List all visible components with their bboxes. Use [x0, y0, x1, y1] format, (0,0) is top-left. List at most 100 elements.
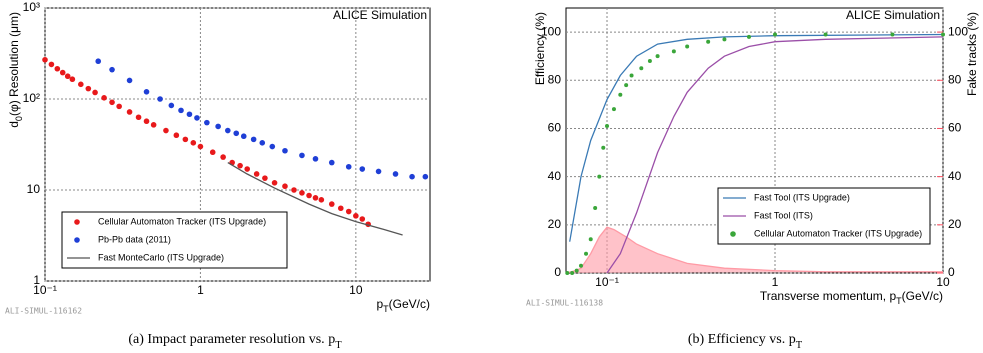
legend-marker: [74, 237, 80, 243]
data-point: [163, 127, 169, 134]
x-tick-label: 1: [197, 283, 204, 297]
x-axis-label: pT(GeV/c): [376, 297, 430, 314]
data-point: [244, 166, 251, 172]
data-point: [109, 66, 115, 73]
data-point: [69, 76, 76, 83]
legend-marker: [730, 231, 736, 237]
legend-label: Fast Tool (ITS): [754, 210, 813, 220]
data-point: [64, 73, 71, 80]
data-point: [618, 92, 623, 97]
data-point: [240, 133, 247, 140]
data-point: [173, 132, 180, 139]
data-point: [639, 66, 644, 71]
data-point: [168, 102, 175, 109]
data-point: [197, 143, 204, 150]
legend-label: Cellular Automaton Tracker (ITS Upgrade): [98, 216, 266, 226]
data-point: [237, 162, 243, 169]
data-point: [126, 109, 133, 115]
data-point: [282, 183, 288, 190]
data-point: [291, 187, 297, 193]
y-tick-label: 1: [33, 273, 40, 287]
data-point: [109, 99, 115, 106]
data-point: [574, 268, 579, 273]
legend-box: [717, 187, 931, 245]
y2-tick-label: 0: [948, 265, 955, 279]
data-point: [312, 195, 319, 201]
y-tick-label: 0: [554, 265, 561, 279]
data-point: [345, 208, 352, 215]
data-point: [318, 197, 325, 203]
data-point: [220, 154, 226, 160]
data-point: [359, 166, 366, 172]
data-point: [565, 271, 570, 275]
data-point: [392, 171, 399, 177]
data-point: [269, 143, 276, 150]
y-axis-label: Efficiency (%): [533, 12, 547, 85]
x-axis-label-part: T: [896, 296, 902, 306]
caption: (b) Efficiency vs. pT: [688, 332, 803, 351]
data-point: [259, 140, 266, 146]
data-point: [182, 136, 189, 143]
tag: ALICE Simulation: [333, 8, 427, 22]
x-axis-label: Transverse momentum, pT(GeV/c): [760, 289, 943, 306]
y2-tick-label: 60: [948, 121, 962, 135]
y-tick-label: 20: [548, 217, 562, 231]
y-axis-label: d0(φ) Resolution (μm): [7, 12, 24, 128]
caption-part: p: [328, 332, 335, 347]
tag: ALICE Simulation: [846, 8, 940, 22]
data-point: [186, 111, 193, 118]
data-point: [282, 147, 288, 154]
x-tick-label: 10: [936, 275, 950, 289]
data-point: [823, 32, 828, 37]
data-point: [204, 119, 210, 126]
legend-marker: [74, 219, 80, 225]
data-point: [605, 124, 610, 129]
legend-label: Pb-Pb data (2011): [98, 234, 171, 244]
y-tick-label: 60: [548, 121, 562, 135]
line: [606, 36, 944, 274]
data-point: [59, 69, 66, 76]
data-point: [593, 205, 598, 210]
data-point: [629, 73, 634, 78]
y-axis-label-part: d: [7, 121, 21, 128]
x-axis-label-part: Transverse momentum,: [760, 289, 890, 303]
caption-part: (a) Impact parameter resolution vs.: [128, 332, 328, 347]
legend-label: Fast Tool (ITS Upgrade): [754, 192, 850, 202]
line: [569, 33, 944, 242]
data-point: [328, 201, 335, 207]
y-axis-label-part: Efficiency (%): [533, 12, 547, 85]
line: [227, 162, 403, 236]
data-point: [597, 174, 602, 179]
data-point: [116, 103, 122, 110]
data-point: [578, 263, 583, 268]
data-point: [685, 44, 690, 49]
legend-box: [61, 211, 288, 269]
caption-part: (b) Efficiency vs.: [688, 332, 789, 347]
data-point: [353, 213, 359, 219]
data-point: [647, 59, 652, 63]
source: ALI-SIMUL-116162: [5, 307, 82, 316]
data-point: [624, 83, 629, 88]
data-point: [299, 152, 305, 159]
y-tick-label: 80: [548, 72, 562, 86]
data-point: [375, 168, 382, 175]
data-point: [48, 61, 55, 68]
data-point: [328, 159, 335, 166]
data-point: [345, 163, 352, 170]
x-axis-label-part: T: [383, 304, 389, 314]
legend-label: Cellular Automaton Tracker (ITS Upgrade): [754, 228, 922, 238]
data-point: [157, 96, 163, 102]
source: ALI-SIMUL-116138: [526, 299, 603, 308]
data-point: [601, 145, 606, 150]
y-axis-label-part: (φ) Resolution (μm): [7, 12, 21, 116]
caption: (a) Impact parameter resolution vs. pT: [128, 332, 342, 351]
data-point: [359, 216, 366, 222]
data-point: [101, 95, 107, 101]
data-point: [271, 179, 278, 186]
data-point: [42, 56, 48, 63]
y-tick-label: 10: [27, 182, 41, 196]
data-point: [250, 136, 257, 143]
data-point: [215, 123, 221, 130]
data-point: [671, 49, 676, 54]
data-point: [722, 37, 727, 42]
